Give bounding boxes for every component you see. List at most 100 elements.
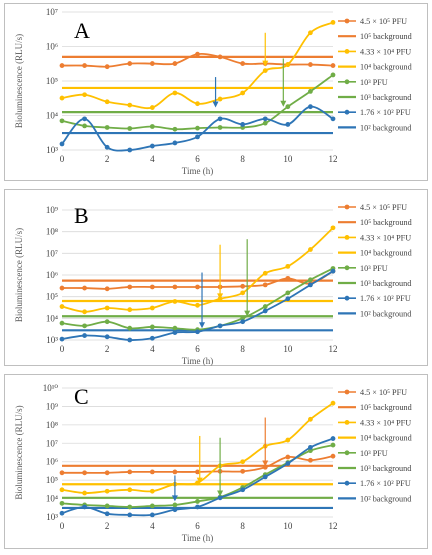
- data-point: [262, 270, 268, 276]
- data-point: [59, 141, 65, 147]
- data-point: [240, 459, 246, 465]
- data-point: [195, 284, 200, 290]
- x-tick-label: 10: [283, 521, 293, 531]
- data-point: [195, 504, 200, 510]
- data-point: [285, 461, 291, 466]
- data-point: [172, 330, 178, 335]
- data-point: [104, 144, 110, 150]
- data-point: [104, 125, 110, 130]
- data-point: [127, 102, 133, 108]
- legend-marker: [344, 295, 350, 301]
- data-point: [330, 225, 336, 231]
- data-point: [104, 319, 110, 325]
- data-point: [82, 323, 87, 329]
- data-point: [330, 442, 336, 448]
- data-point: [104, 503, 110, 509]
- data-point: [195, 480, 200, 486]
- data-point: [240, 90, 246, 96]
- data-point: [195, 329, 200, 335]
- data-point: [308, 416, 313, 422]
- data-point: [308, 104, 313, 110]
- legend-entry: 10⁴ background: [360, 249, 412, 258]
- data-point: [285, 62, 291, 67]
- data-point: [172, 325, 178, 331]
- data-point: [172, 90, 178, 96]
- data-point: [127, 325, 133, 331]
- y-tick-label: 10⁹: [46, 205, 58, 215]
- legend-entry: 4.33 × 10⁴ PFU: [360, 47, 411, 56]
- data-point: [195, 499, 200, 504]
- legend-marker: [344, 18, 350, 24]
- data-point: [308, 30, 313, 36]
- y-tick-label: 10⁴: [46, 494, 58, 504]
- data-point: [308, 282, 313, 288]
- legend-entry: 4.33 × 10⁴ PFU: [360, 418, 411, 427]
- data-point: [172, 469, 178, 475]
- data-point: [308, 277, 313, 283]
- legend-marker: [344, 420, 350, 425]
- legend-entry: 4.33 × 10⁴ PFU: [360, 233, 411, 242]
- data-point: [330, 400, 336, 406]
- data-point: [149, 143, 155, 149]
- y-axis-label: Bioluminescence (RLU/s): [14, 34, 24, 128]
- y-tick-label: 10⁵: [46, 292, 58, 302]
- data-point: [82, 92, 87, 98]
- legend-entry: 10⁵ background: [360, 403, 412, 412]
- data-point: [195, 101, 200, 107]
- legend-marker: [344, 265, 350, 271]
- data-point: [127, 487, 133, 493]
- data-point: [308, 62, 313, 67]
- data-point: [285, 263, 291, 269]
- data-point: [82, 123, 87, 129]
- x-tick-label: 6: [195, 521, 200, 531]
- legend-marker: [344, 79, 350, 85]
- data-point: [308, 444, 313, 450]
- data-point: [104, 305, 110, 311]
- data-point: [127, 126, 133, 131]
- data-point: [172, 284, 178, 290]
- data-point: [59, 285, 65, 291]
- data-point: [59, 63, 65, 68]
- data-point: [240, 290, 246, 296]
- data-point: [285, 296, 291, 302]
- data-point: [59, 118, 65, 124]
- data-point: [330, 436, 336, 441]
- data-point: [285, 454, 291, 460]
- data-point: [149, 469, 155, 475]
- data-point: [262, 308, 268, 314]
- legend-entry: 1.76 × 10² PFU: [360, 294, 411, 303]
- event-arrowhead: [244, 310, 251, 317]
- legend-entry: 10² background: [360, 123, 411, 132]
- x-tick-label: 8: [240, 521, 245, 531]
- event-arrowhead: [280, 100, 287, 107]
- panel-frame: [4, 189, 428, 366]
- data-point: [127, 504, 133, 510]
- data-point: [330, 268, 336, 274]
- data-point: [330, 19, 336, 25]
- data-point: [149, 503, 155, 509]
- data-point: [217, 116, 223, 122]
- data-point: [285, 275, 291, 281]
- x-tick-label: 0: [60, 344, 65, 354]
- y-tick-label: 10⁷: [46, 7, 58, 17]
- data-point: [195, 51, 200, 57]
- data-point: [59, 95, 65, 101]
- data-point: [59, 336, 65, 342]
- data-point: [127, 61, 133, 66]
- data-point: [217, 96, 223, 102]
- data-point: [149, 324, 155, 330]
- x-tick-label: 0: [60, 154, 65, 164]
- y-tick-label: 10³: [46, 145, 58, 155]
- data-point: [262, 474, 268, 480]
- data-point: [127, 337, 133, 343]
- data-point: [149, 124, 155, 129]
- x-axis-label: Time (h): [182, 356, 213, 366]
- data-point: [104, 286, 110, 292]
- data-point: [59, 470, 65, 476]
- data-point: [285, 104, 291, 110]
- legend-entry: 10² background: [360, 494, 411, 503]
- legend-entry: 10³ PFU: [360, 449, 388, 458]
- y-axis-label: Bioluminescence (RLU/s): [14, 405, 24, 499]
- y-tick-label: 10⁶: [46, 270, 58, 280]
- x-tick-label: 12: [329, 344, 338, 354]
